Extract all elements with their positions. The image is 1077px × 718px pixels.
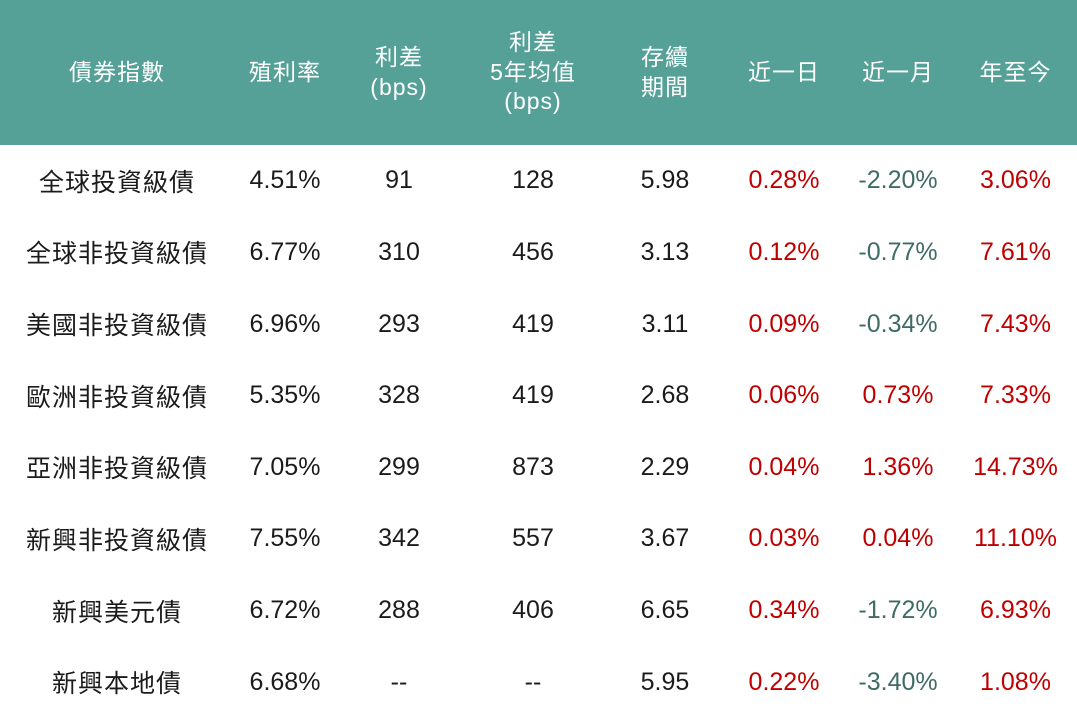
cell-yield: 6.68% [249,667,321,696]
cell-duration: 6.65 [640,596,690,625]
cell-spread_bps: -- [390,667,408,696]
cell-return_1m: -0.77% [858,237,938,266]
cell-return_1m: -2.20% [858,166,938,195]
cell-duration: 2.29 [640,452,690,481]
cell-duration: 3.11 [641,309,689,338]
column-header-return_1m: 近一月 [862,58,934,85]
cell-yield: 6.72% [249,596,321,625]
cell-return_1m: 0.73% [862,381,934,410]
table-body: 全球投資級債 4.51% 91 128 5.98 0.28% -2.20% 3.06% 全球非投… [0,145,1077,718]
cell-spread_5y_avg_bps: 128 [512,166,554,195]
cell-return_ytd: 1.08% [980,667,1051,696]
cell-return_1d: 0.06% [748,381,820,410]
cell-return_1d: 0.34% [748,596,820,625]
cell-spread_5y_avg_bps: 873 [512,452,554,481]
cell-return_ytd: 7.43% [980,309,1051,338]
cell-return_1m: 1.36% [862,452,934,481]
cell-yield: 5.35% [249,381,321,410]
cell-return_ytd: 3.06% [980,166,1051,195]
cell-spread_5y_avg_bps: 419 [512,381,554,410]
cell-spread_5y_avg_bps: -- [524,667,542,696]
cell-spread_5y_avg_bps: 406 [512,596,554,625]
row-label: 歐洲非投資級債 [25,383,208,412]
row-label: 美國非投資級債 [25,312,208,341]
column-header-duration: 存續 期間 [641,43,689,100]
cell-duration: 3.13 [640,237,690,266]
row-label: 新興本地債 [51,670,182,699]
table-row: 美國非投資級債 6.96% 293 419 3.11 0.09% -0.34% 7.43% [0,288,1077,360]
table-row: 新興非投資級債 7.55% 342 557 3.67 0.03% 0.04% 11.10% [0,503,1077,575]
cell-yield: 6.96% [249,309,321,338]
cell-duration: 5.98 [640,166,690,195]
table-header-row: 債券指數 殖利率 利差 (bps) 利差 5年均值 (bps) 存續 期間 近一日 近一月 年… [0,0,1077,145]
cell-return_ytd: 7.33% [980,381,1051,410]
cell-duration: 2.68 [640,381,690,410]
column-header-spread_5y_avg_bps: 利差 5年均值 (bps) [490,28,576,115]
row-label: 全球投資級債 [38,168,195,197]
cell-return_1m: 0.04% [862,524,934,553]
table-row: 亞洲非投資級債 7.05% 299 873 2.29 0.04% 1.36% 14.73% [0,432,1077,504]
cell-return_ytd: 14.73% [973,452,1058,481]
cell-yield: 7.05% [249,452,321,481]
row-label: 新興美元債 [51,598,182,627]
cell-spread_5y_avg_bps: 557 [512,524,554,553]
cell-return_1m: -0.34% [858,309,938,338]
cell-duration: 3.67 [640,524,690,553]
table-row: 新興本地債 6.68% -- -- 5.95 0.22% -3.40% 1.08% [0,646,1077,718]
column-header-return_ytd: 年至今 [979,58,1052,85]
cell-return_1d: 0.09% [748,309,820,338]
row-label: 亞洲非投資級債 [25,455,208,484]
cell-spread_bps: 328 [378,381,420,410]
cell-spread_bps: 293 [378,309,420,338]
cell-yield: 7.55% [249,524,321,553]
cell-return_ytd: 7.61% [980,237,1051,266]
cell-spread_5y_avg_bps: 456 [512,237,554,266]
column-header-yield: 殖利率 [249,58,321,85]
column-header-spread_bps: 利差 (bps) [370,43,428,100]
cell-spread_bps: 288 [378,596,420,625]
column-header-index_name: 債券指數 [69,58,165,85]
cell-return_1d: 0.03% [748,524,820,553]
table-row: 新興美元債 6.72% 288 406 6.65 0.34% -1.72% 6.93% [0,575,1077,647]
row-label: 全球非投資級債 [25,240,208,269]
cell-spread_bps: 299 [378,452,420,481]
cell-yield: 4.51% [249,166,321,195]
cell-return_1m: -1.72% [858,596,938,625]
table-row: 全球投資級債 4.51% 91 128 5.98 0.28% -2.20% 3.06% [0,145,1077,217]
table-row: 歐洲非投資級債 5.35% 328 419 2.68 0.06% 0.73% 7.33% [0,360,1077,432]
column-header-return_1d: 近一日 [748,58,820,85]
cell-return_1d: 0.22% [748,667,820,696]
row-label: 新興非投資級債 [25,526,208,555]
cell-return_ytd: 11.10% [974,524,1057,553]
cell-return_ytd: 6.93% [980,596,1051,625]
table-row: 全球非投資級債 6.77% 310 456 3.13 0.12% -0.77% 7.61% [0,217,1077,289]
cell-return_1d: 0.04% [748,452,820,481]
cell-spread_bps: 91 [385,166,413,195]
cell-duration: 5.95 [640,667,690,696]
cell-spread_bps: 310 [378,237,420,266]
cell-spread_5y_avg_bps: 419 [512,309,554,338]
cell-return_1m: -3.40% [858,667,938,696]
cell-return_1d: 0.12% [748,237,820,266]
cell-return_1d: 0.28% [748,166,820,195]
cell-yield: 6.77% [249,237,321,266]
cell-spread_bps: 342 [378,524,420,553]
